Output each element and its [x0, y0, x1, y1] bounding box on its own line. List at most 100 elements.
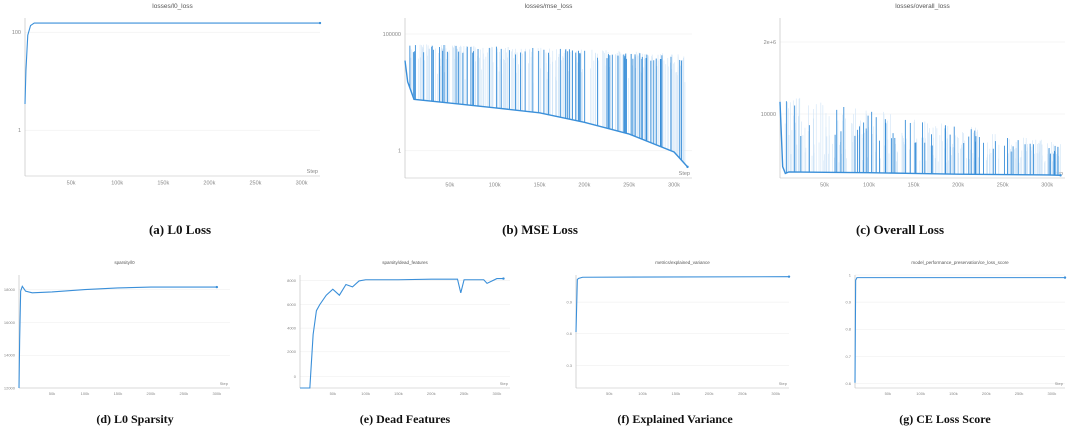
- series-line: [779, 101, 1061, 177]
- y-tick-label: 10000: [761, 112, 776, 118]
- y-tick-label: 0: [294, 374, 297, 379]
- y-tick-label: 0.6: [845, 381, 851, 386]
- x-tick-label: 300k: [668, 183, 680, 189]
- y-tick-label: 14000: [4, 353, 16, 358]
- y-tick-label: 0.9: [566, 300, 572, 305]
- x-tick-label: 100k: [916, 391, 925, 396]
- x-tick-label: 100k: [863, 183, 875, 189]
- x-tick-label: 200k: [982, 391, 991, 396]
- x-tick-label: 200k: [203, 181, 215, 187]
- series-line: [24, 22, 320, 105]
- x-axis-label: Step: [1055, 381, 1064, 386]
- chart-mse-loss: losses/mse_loss 100000 1 50k 100k 150k 200k 250…: [360, 0, 720, 200]
- x-tick-label: 100k: [111, 181, 123, 187]
- x-tick-label: 200k: [427, 391, 436, 396]
- x-tick-label: 150k: [949, 391, 958, 396]
- chart-title: losses/mse_loss: [525, 3, 573, 10]
- chart-ce-loss-score: model_performance_preservation/ce_loss_s…: [810, 255, 1080, 405]
- series-end-point: [1063, 276, 1067, 279]
- caption-l0-loss: (a) L0 Loss: [148, 222, 212, 237]
- x-tick-label: 250k: [180, 391, 189, 396]
- series-end-point: [502, 277, 505, 280]
- x-tick-label: 50k: [67, 181, 76, 187]
- y-tick-label: 1: [18, 128, 21, 134]
- x-tick-label: 250k: [1015, 391, 1024, 396]
- series-line: [575, 276, 790, 333]
- chart-l0-sparsity: sparsity/l0 18000 16000 14000 12000 50k 100k 15…: [0, 255, 270, 405]
- x-tick-label: 250k: [623, 183, 635, 189]
- x-tick-label: 250k: [738, 391, 747, 396]
- y-tick-label: 4000: [287, 326, 297, 331]
- x-axis-label: Step: [779, 381, 788, 386]
- x-axis-label: Step: [220, 381, 229, 386]
- caption-ce-loss-score: (g) CE Loss Score: [899, 412, 991, 426]
- x-tick-label: 300k: [771, 391, 780, 396]
- series-line: [404, 60, 689, 168]
- y-tick-label: 1: [398, 149, 401, 155]
- x-tick-label: 300k: [1048, 391, 1057, 396]
- caption-explained-variance: (f) Explained Variance: [617, 412, 733, 426]
- series-line: [300, 278, 504, 389]
- x-tick-label: 300k: [493, 391, 502, 396]
- y-tick-label: 100000: [383, 32, 401, 38]
- y-tick-label: 0.8: [845, 327, 851, 332]
- x-tick-label: 50k: [885, 391, 891, 396]
- chart-title: model_performance_preservation/ce_loss_s…: [911, 260, 1009, 265]
- x-tick-label: 50k: [49, 391, 55, 396]
- series-end-point: [318, 21, 322, 25]
- x-tick-label: 200k: [147, 391, 156, 396]
- y-tick-label: 2e+6: [764, 40, 776, 46]
- x-tick-label: 300k: [296, 181, 308, 187]
- caption-overall-loss: (c) Overall Loss: [855, 222, 945, 237]
- x-tick-label: 150k: [157, 181, 169, 187]
- series-end-point: [215, 285, 219, 289]
- chart-dead-features: sparsity/dead_features 8000 6000 4000 2000 0 5…: [270, 255, 540, 405]
- x-tick-label: 300k: [1041, 183, 1053, 189]
- series-end-point: [787, 275, 791, 278]
- chart-overall-loss: losses/overall_loss 2e+6 10000 50k 100k 150k 2…: [720, 0, 1080, 200]
- chart-title: sparsity/l0: [114, 260, 135, 265]
- x-tick-label: 150k: [908, 183, 920, 189]
- x-tick-label: 100k: [361, 391, 370, 396]
- x-tick-label: 100k: [81, 391, 90, 396]
- y-tick-label: 100: [12, 30, 21, 36]
- x-tick-label: 150k: [394, 391, 403, 396]
- x-axis-label: Step: [307, 169, 318, 175]
- y-tick-label: 1: [849, 272, 852, 277]
- y-tick-label: 12000: [4, 385, 16, 390]
- x-axis-label: Step: [500, 381, 509, 386]
- x-axis-label: Step: [679, 171, 690, 177]
- x-tick-label: 50k: [445, 183, 454, 189]
- series-end-point: [686, 165, 689, 169]
- x-tick-label: 250k: [460, 391, 469, 396]
- x-tick-label: 200k: [705, 391, 714, 396]
- x-tick-label: 250k: [997, 183, 1009, 189]
- y-tick-label: 0.7: [845, 354, 851, 359]
- y-tick-label: 0.9: [845, 300, 851, 305]
- y-tick-label: 16000: [4, 320, 16, 325]
- x-tick-label: 200k: [578, 183, 590, 189]
- chart-l0-loss: losses/l0_loss 100 1 50k 100k 150k 200k 250k 300…: [0, 0, 360, 200]
- y-tick-label: 6000: [287, 302, 297, 307]
- chart-title: losses/overall_loss: [895, 3, 950, 10]
- y-tick-label: 0.6: [566, 331, 572, 336]
- x-tick-label: 200k: [952, 183, 964, 189]
- chart-title: losses/l0_loss: [152, 3, 193, 10]
- caption-l0-sparsity: (d) L0 Sparsity: [96, 412, 174, 426]
- series-line: [18, 285, 217, 389]
- y-tick-label: 2000: [287, 349, 297, 354]
- chart-title: sparsity/dead_features: [382, 260, 428, 265]
- series-end-point: [1059, 174, 1062, 177]
- x-tick-label: 150k: [534, 183, 546, 189]
- x-tick-label: 50k: [330, 391, 336, 396]
- y-tick-label: 18000: [4, 287, 16, 292]
- x-tick-label: 300k: [212, 391, 221, 396]
- chart-title: metrics/explained_variance: [655, 260, 710, 265]
- x-tick-label: 150k: [114, 391, 123, 396]
- y-tick-label: 0.3: [566, 363, 572, 368]
- caption-dead-features: (e) Dead Features: [359, 412, 451, 426]
- x-tick-label: 50k: [606, 391, 612, 396]
- x-tick-label: 250k: [250, 181, 262, 187]
- caption-mse-loss: (b) MSE Loss: [502, 222, 578, 237]
- series-line: [854, 277, 1065, 383]
